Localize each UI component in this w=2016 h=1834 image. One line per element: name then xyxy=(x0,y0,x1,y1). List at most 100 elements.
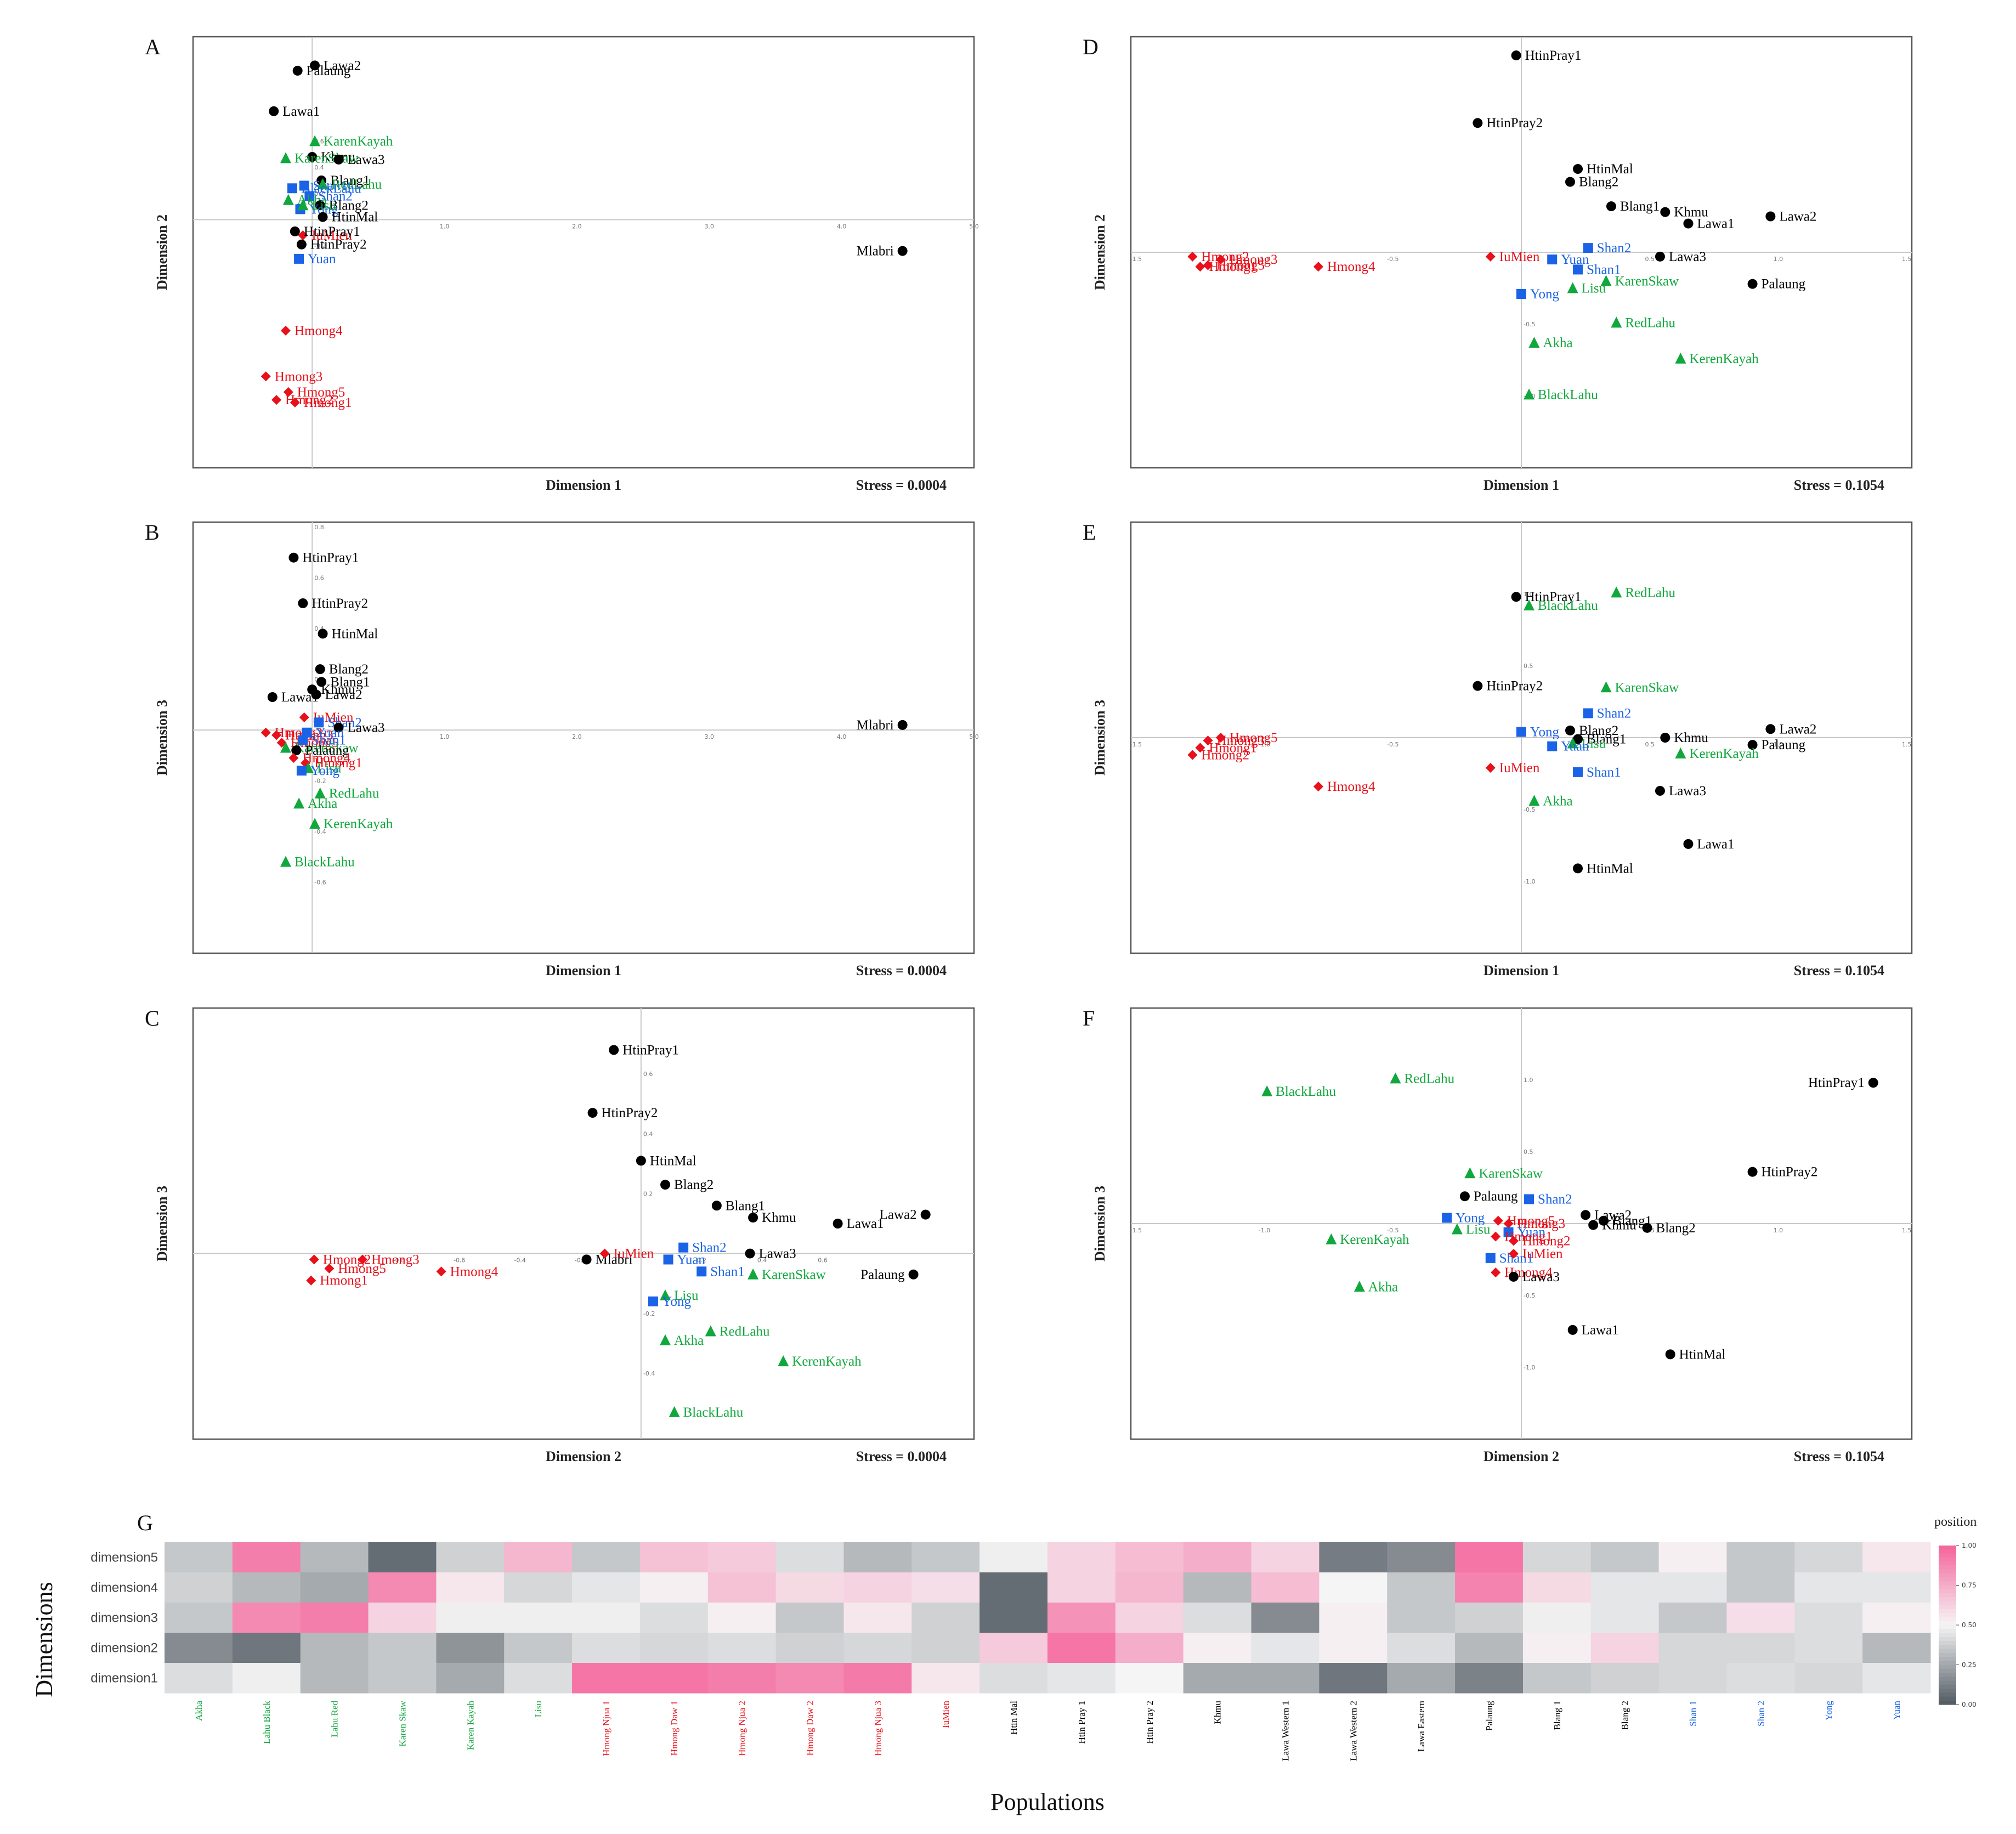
x-tick-label: -1.0 xyxy=(1259,256,1270,263)
heatmap-cell xyxy=(911,1542,980,1573)
heatmap-cell xyxy=(1658,1572,1727,1603)
y-tick-label: 0.2 xyxy=(314,190,324,197)
point-label: Palaung xyxy=(860,1267,905,1282)
point-marker-circle xyxy=(1660,733,1670,743)
x-axis-title: Dimension 1 xyxy=(1483,477,1559,493)
y-tick-label: 0.8 xyxy=(314,524,324,531)
point-label: Palaung xyxy=(1762,277,1806,292)
point-label: RedLahu xyxy=(1404,1071,1454,1086)
point-label: Hmong1 xyxy=(304,395,352,410)
point-marker-triangle xyxy=(1261,1085,1273,1096)
heatmap-cell xyxy=(1862,1542,1931,1573)
stress-label: Stress = 0.1054 xyxy=(1794,477,1884,493)
point-marker-square xyxy=(1442,1213,1452,1223)
y-axis-title: Dimension 2 xyxy=(154,214,170,290)
point-marker-square xyxy=(1516,727,1526,737)
stress-label: Stress = 0.0004 xyxy=(856,963,947,978)
heatmap-cell xyxy=(1726,1572,1795,1603)
point-lisu: Lisu xyxy=(1567,281,1606,296)
point-blacklahu: BlackLahu xyxy=(1524,387,1598,402)
point-marker-diamond xyxy=(436,1266,446,1277)
point-marker-circle xyxy=(1747,1167,1758,1177)
heatmap-cell xyxy=(1794,1603,1863,1633)
heatmap-cell xyxy=(1387,1603,1456,1633)
point-label: Hmong1 xyxy=(1209,259,1257,274)
panel-frame xyxy=(192,36,975,469)
x-tick-label: 1.0 xyxy=(440,223,450,230)
heatmap-cell xyxy=(300,1633,369,1663)
point-label: Hmong5 xyxy=(1217,258,1265,273)
point-marker-diamond xyxy=(298,230,308,241)
point-marker-triangle xyxy=(1528,795,1540,806)
point-label: Blang2 xyxy=(1656,1221,1696,1236)
heatmap-cell xyxy=(1455,1663,1524,1694)
scatter-panels: 1.0 2.0 3.0 4.0 5.0 0.6 0.4 0.2 -0.2 A Dimension 1… xyxy=(145,35,1913,1464)
point-kerenkayah: KerenKayah xyxy=(778,1354,862,1369)
heatmap-cell xyxy=(165,1572,233,1603)
point-label: Hmong1 xyxy=(314,756,363,771)
heatmap-cell xyxy=(1455,1572,1524,1603)
legend-swatch xyxy=(1939,1661,1956,1666)
point-marker-circle xyxy=(288,552,299,563)
point-label: Hmong3 xyxy=(1230,252,1278,267)
point-marker-circle xyxy=(1573,734,1583,744)
point-marker-triangle xyxy=(280,741,291,753)
point-marker-square xyxy=(1485,1253,1496,1263)
point-label: Shan1 xyxy=(313,179,348,194)
heatmap-cell xyxy=(1251,1572,1320,1603)
point-marker-square xyxy=(648,1296,658,1306)
point-marker-triangle xyxy=(778,1355,789,1367)
heatmap-cell xyxy=(165,1663,233,1694)
heatmap-cell xyxy=(1862,1663,1931,1694)
point-marker-circle xyxy=(581,1254,592,1265)
point-marker-diamond xyxy=(1195,262,1205,272)
point-blang2: Blang2 xyxy=(1642,1221,1696,1236)
point-marker-triangle xyxy=(1600,275,1612,286)
point-label: Hmong5 xyxy=(1230,731,1278,745)
row-label: dimension4 xyxy=(90,1581,158,1595)
heatmap-cell xyxy=(1522,1633,1592,1663)
heatmap-cell xyxy=(165,1542,233,1573)
point-lawa3: Lawa3 xyxy=(1655,784,1706,799)
x-tick-label: 1.0 xyxy=(1774,741,1783,748)
point-hmong4: Hmong4 xyxy=(1313,259,1375,274)
point-label: Shan2 xyxy=(327,715,362,730)
point-marker-diamond xyxy=(1491,1231,1501,1242)
stress-label: Stress = 0.0004 xyxy=(856,1448,947,1464)
heatmap-cell xyxy=(911,1663,980,1694)
heatmap-cell xyxy=(1047,1572,1116,1603)
legend-swatch xyxy=(1939,1561,1956,1566)
column-label: Karen Skaw xyxy=(397,1700,407,1746)
panel-C: -0.8 -0.6 -0.4 -0.2 0.2 0.4 0.60.60.40.2-0.2-0… xyxy=(145,1006,975,1464)
point-blang2: Blang2 xyxy=(315,198,369,213)
heatmap-cell xyxy=(979,1542,1048,1573)
heatmap-cell xyxy=(1115,1663,1184,1694)
heatmap-cell xyxy=(300,1572,369,1603)
heatmap-cell xyxy=(1251,1633,1320,1663)
point-yong: Yong xyxy=(1516,287,1560,302)
point-lawa1: Lawa1 xyxy=(1567,1323,1619,1338)
point-marker-diamond xyxy=(1195,743,1205,753)
point-label: Hmong5 xyxy=(338,1261,386,1276)
point-htinpray1: HtinPray1 xyxy=(1511,590,1581,604)
point-blacklahu: BlackLahu xyxy=(1524,598,1598,613)
point-lawa3: Lawa3 xyxy=(1508,1270,1560,1284)
point-marker-circle xyxy=(318,212,328,222)
heatmap-cell xyxy=(639,1633,709,1663)
point-blang2: Blang2 xyxy=(1565,723,1618,738)
y-tick-label: -0.4 xyxy=(643,1370,655,1377)
point-hmong2: Hmong2 xyxy=(309,1253,371,1267)
heatmap-cell xyxy=(1455,1603,1524,1633)
heatmap-cell xyxy=(1115,1542,1184,1573)
point-blang2: Blang2 xyxy=(660,1178,713,1192)
point-marker-triangle xyxy=(1611,586,1622,598)
point-karenskaw: KarenSkaw xyxy=(1600,680,1679,695)
heatmap-cell xyxy=(368,1572,437,1603)
heatmap-cell xyxy=(1115,1633,1184,1663)
point-label: RedLahu xyxy=(1625,585,1675,600)
panel-D: -1.5-1.0-0.50.51.01.5-0.5-1.0DDimension … xyxy=(1083,35,1913,493)
point-shan1: Shan1 xyxy=(1573,765,1621,780)
legend-swatch xyxy=(1939,1633,1956,1638)
point-label: Lisu xyxy=(1582,736,1606,751)
point-marker-circle xyxy=(1868,1078,1878,1088)
